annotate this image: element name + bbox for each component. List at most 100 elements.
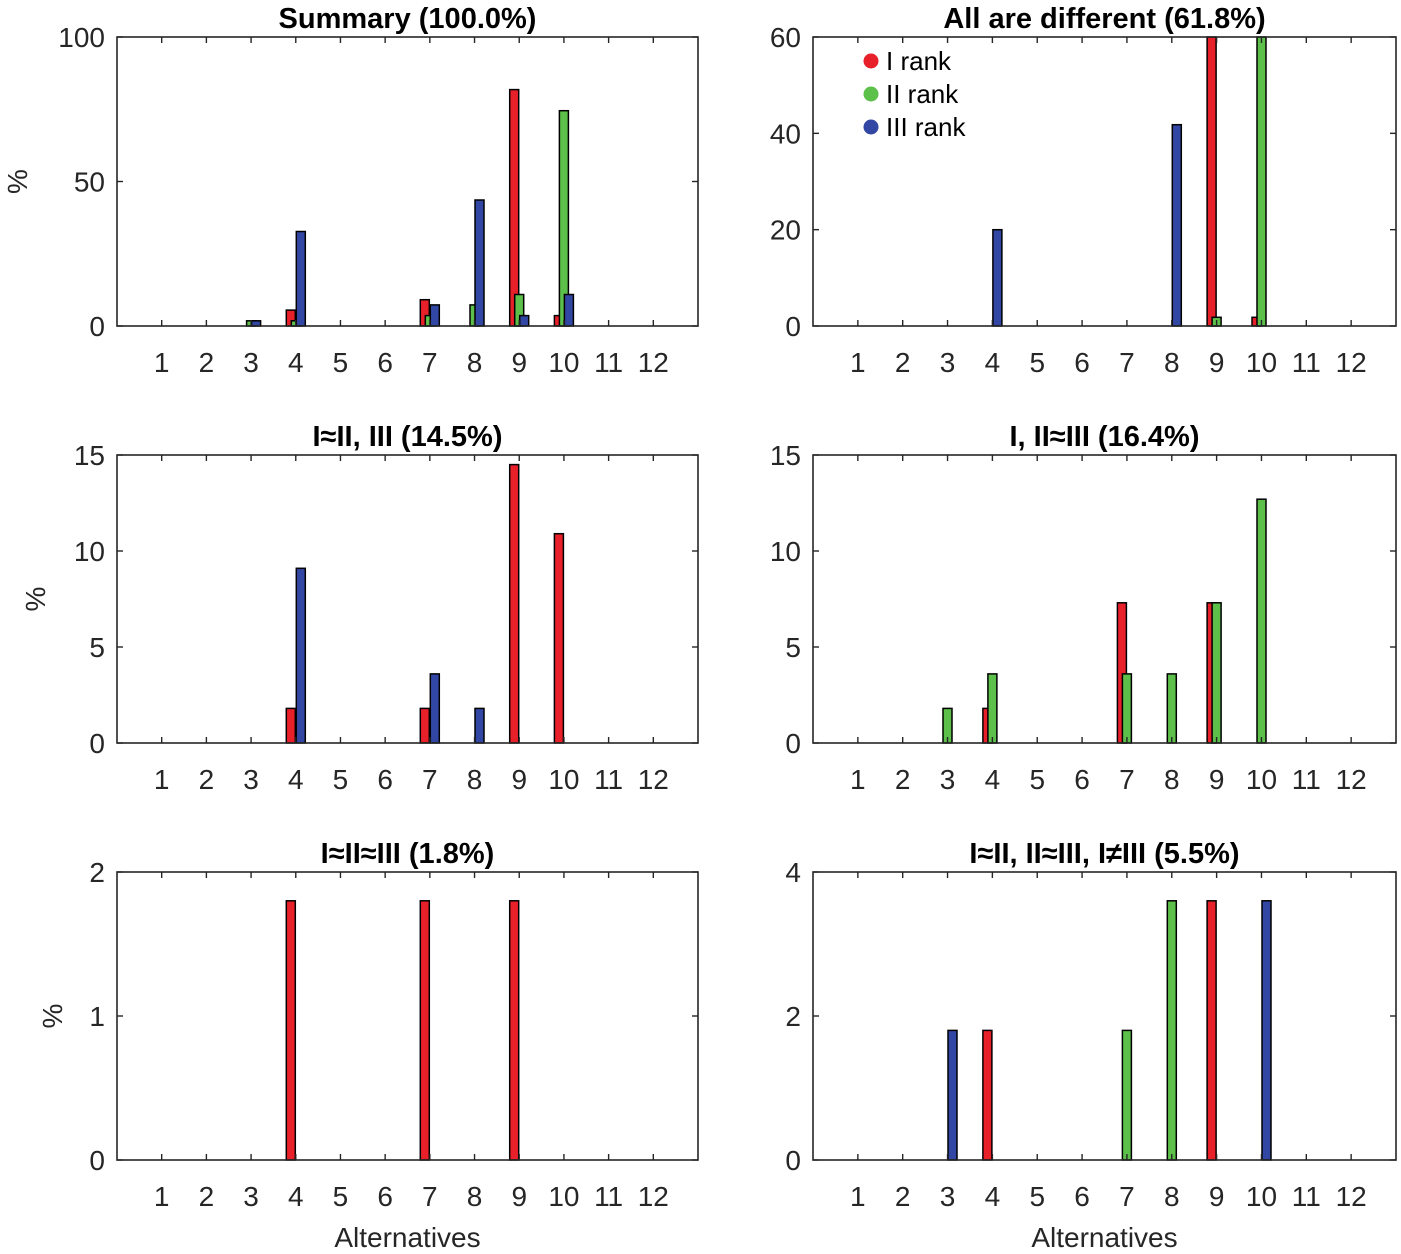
y-tick-label: 0 (89, 728, 105, 759)
bar-iii-rank-3 (947, 1029, 958, 1161)
x-tick-label: 2 (199, 1181, 215, 1212)
y-tick-label: 10 (74, 536, 105, 567)
x-tick-label: 12 (638, 1181, 669, 1212)
panel-title: I≈II, III (14.5%) (313, 421, 503, 453)
bar-iii-rank-4 (992, 228, 1003, 327)
x-tick-label: 7 (1119, 347, 1135, 378)
panel-title: I, II≈III (16.4%) (1010, 421, 1200, 453)
bar-iii-rank-10 (563, 293, 575, 327)
x-tick-label: 6 (377, 347, 393, 378)
axes-box (812, 871, 1397, 1161)
y-tick-label: 4 (785, 857, 801, 888)
panel-title: All are different (61.8%) (943, 3, 1265, 35)
y-tick-label: 0 (785, 311, 801, 342)
bar-ii-rank-10 (558, 109, 570, 327)
bar-i-rank-9 (508, 463, 520, 744)
x-tick-label: 12 (638, 347, 669, 378)
x-tick-label: 11 (1292, 347, 1321, 378)
legend-marker (863, 119, 879, 135)
x-tick-label: 2 (895, 764, 911, 795)
y-tick-label: 0 (89, 311, 105, 342)
panel-title: I≈II≈III (1.8%) (321, 838, 495, 870)
y-tick-label: 1 (89, 1001, 105, 1032)
x-tick-label: 4 (985, 764, 1001, 795)
x-tick-label: 9 (511, 1181, 527, 1212)
x-tick-label: 9 (1209, 764, 1225, 795)
bar-i-rank-7 (419, 900, 431, 1161)
x-tick-label: 5 (1029, 764, 1045, 795)
x-tick-label: 7 (422, 764, 438, 795)
legend-marker (863, 53, 879, 69)
x-tick-label: 10 (1246, 764, 1277, 795)
x-tick-label: 5 (333, 347, 349, 378)
x-tick-label: 12 (1336, 1181, 1367, 1212)
bar-i-rank-9 (1206, 36, 1217, 327)
bar-i-rank-10 (553, 532, 565, 744)
x-tick-label: 1 (850, 1181, 866, 1212)
x-tick-label: 11 (594, 764, 623, 795)
x-tick-label: 7 (422, 1181, 438, 1212)
x-tick-label: 9 (1209, 347, 1225, 378)
x-tick-label: 4 (985, 1181, 1001, 1212)
panel-title: I≈II, II≈III, I≠III (5.5%) (969, 838, 1239, 870)
bar-iii-rank-4 (295, 230, 307, 327)
x-tick-label: 9 (511, 764, 527, 795)
y-tick-label: 0 (785, 1145, 801, 1176)
legend-label: I rank (886, 46, 952, 76)
x-tick-label: 4 (985, 347, 1001, 378)
y-tick-label: 50 (74, 167, 105, 198)
x-tick-label: 10 (548, 1181, 579, 1212)
x-tick-label: 1 (850, 764, 866, 795)
axes-box (116, 454, 699, 744)
y-axis-label: % (20, 587, 51, 612)
x-tick-label: 1 (850, 347, 866, 378)
bar-i-rank-9 (508, 900, 520, 1161)
x-axis-label: Alternatives (334, 1222, 480, 1253)
y-axis-label: % (2, 169, 33, 194)
x-tick-label: 12 (1336, 764, 1367, 795)
x-tick-label: 7 (1119, 1181, 1135, 1212)
x-tick-label: 5 (333, 764, 349, 795)
x-tick-label: 8 (467, 347, 483, 378)
x-tick-label: 11 (594, 347, 623, 378)
x-tick-label: 4 (288, 347, 304, 378)
x-tick-label: 5 (1029, 347, 1045, 378)
x-tick-label: 7 (1119, 764, 1135, 795)
legend-marker (863, 86, 879, 102)
x-tick-label: 8 (1164, 1181, 1180, 1212)
x-tick-label: 10 (548, 764, 579, 795)
x-tick-label: 1 (154, 347, 170, 378)
bar-ii-rank-10 (1256, 498, 1267, 744)
x-tick-label: 6 (1074, 764, 1090, 795)
bar-iii-rank-8 (1171, 123, 1183, 327)
bar-i-rank-9 (1206, 900, 1217, 1161)
x-tick-label: 10 (548, 347, 579, 378)
bar-iii-rank-9 (518, 314, 530, 327)
bar-iii-rank-10 (1261, 900, 1272, 1161)
x-tick-label: 8 (1164, 347, 1180, 378)
legend-label: III rank (886, 112, 966, 142)
x-tick-label: 10 (1246, 1181, 1277, 1212)
x-tick-label: 11 (1292, 764, 1321, 795)
bar-ii-rank-7 (1121, 1029, 1133, 1161)
bar-i-rank-4 (285, 707, 297, 744)
x-tick-label: 6 (1074, 347, 1090, 378)
y-tick-label: 5 (785, 632, 801, 663)
x-tick-label: 11 (594, 1181, 623, 1212)
y-tick-label: 2 (89, 857, 105, 888)
bar-ii-rank-8 (1166, 900, 1178, 1161)
axes-box (116, 36, 699, 327)
x-tick-label: 9 (511, 347, 527, 378)
x-tick-label: 3 (243, 1181, 259, 1212)
bar-iii-rank-7 (429, 673, 441, 744)
x-tick-label: 11 (1292, 1181, 1321, 1212)
x-tick-label: 2 (199, 347, 215, 378)
x-tick-label: 8 (1164, 764, 1180, 795)
